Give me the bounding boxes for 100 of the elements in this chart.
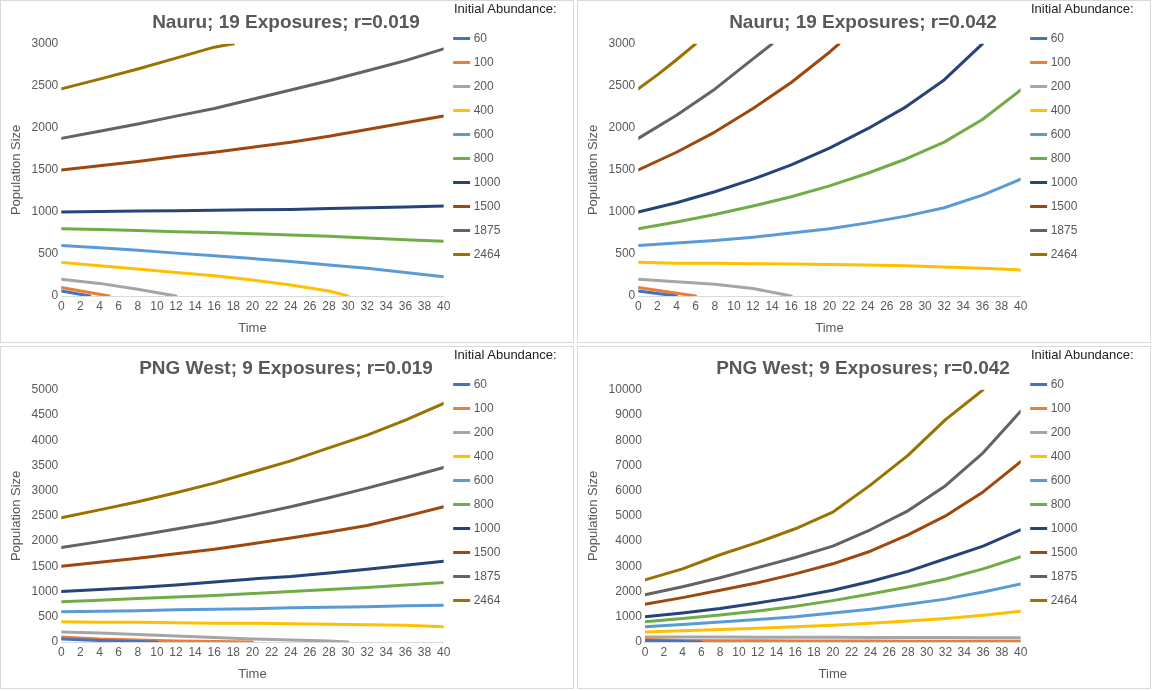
x-tick-label: 12 [169, 298, 183, 313]
legend-label: 1000 [1050, 174, 1078, 189]
y-tick-label: 2000 [615, 583, 643, 598]
y-tick-label: 1000 [608, 204, 636, 219]
y-tick-label: 3000 [31, 482, 59, 497]
x-tick-label: 40 [436, 644, 451, 659]
x-tick-label: 30 [920, 644, 934, 659]
legend-label: 1500 [1050, 544, 1078, 559]
chart-title: Nauru; 19 Exposures; r=0.019 [152, 10, 420, 32]
legend-label: 1500 [473, 544, 501, 559]
y-tick-label: 500 [615, 246, 636, 261]
legend-title: Initial Abundance: [454, 1, 557, 17]
legend-label: 400 [473, 448, 494, 463]
x-tick-label: 36 [975, 298, 990, 313]
x-tick-label: 34 [379, 298, 394, 313]
x-tick-label: 40 [436, 298, 451, 313]
legend-label: 600 [473, 472, 494, 487]
x-tick-label: 2 [77, 644, 85, 659]
x-tick-label: 16 [207, 644, 222, 659]
y-tick-label: 2500 [608, 78, 636, 93]
legend-label: 100 [473, 54, 494, 69]
x-tick-label: 6 [115, 298, 123, 313]
x-tick-label: 28 [322, 644, 336, 659]
x-tick-label: 14 [769, 644, 784, 659]
legend-label: 1000 [473, 520, 501, 535]
x-tick-label: 32 [937, 298, 952, 313]
legend-label: 1875 [473, 222, 501, 237]
legend-label: 600 [1050, 472, 1071, 487]
legend-label: 400 [473, 102, 494, 117]
x-tick-label: 28 [901, 644, 915, 659]
x-tick-label: 34 [379, 644, 394, 659]
y-tick-label: 2500 [31, 78, 59, 93]
x-tick-label: 14 [188, 298, 203, 313]
x-tick-label: 26 [880, 298, 894, 313]
x-tick-label: 36 [976, 644, 991, 659]
x-tick-label: 18 [226, 644, 241, 659]
y-tick-label: 0 [51, 288, 59, 303]
x-tick-label: 8 [134, 298, 142, 313]
x-tick-label: 32 [938, 644, 953, 659]
y-axis-title: Population Size [585, 470, 601, 562]
x-tick-label: 40 [1013, 644, 1028, 659]
x-tick-label: 8 [134, 644, 142, 659]
y-tick-label: 1500 [608, 162, 636, 177]
x-tick-label: 32 [360, 298, 375, 313]
x-axis-title: Time [238, 665, 267, 681]
legend-title: Initial Abundance: [1031, 1, 1134, 17]
y-tick-label: 2000 [31, 120, 59, 135]
y-tick-label: 0 [628, 288, 636, 303]
y-tick-label: 1000 [31, 204, 59, 219]
x-tick-label: 26 [303, 644, 317, 659]
y-axis-title: Population Size [585, 124, 601, 216]
legend-label: 200 [473, 424, 494, 439]
x-tick-label: 4 [96, 644, 104, 659]
y-tick-label: 3000 [31, 36, 59, 51]
x-tick-label: 26 [882, 644, 897, 659]
x-tick-label: 14 [765, 298, 780, 313]
x-tick-label: 18 [803, 298, 818, 313]
x-tick-label: 36 [398, 644, 413, 659]
x-tick-label: 40 [1013, 298, 1028, 313]
chart-title: Nauru; 19 Exposures; r=0.042 [729, 10, 997, 32]
y-tick-label: 10000 [608, 382, 643, 397]
x-tick-label: 4 [673, 298, 681, 313]
y-tick-label: 1000 [615, 609, 643, 624]
x-tick-label: 18 [807, 644, 822, 659]
y-tick-label: 2500 [31, 508, 59, 523]
x-tick-label: 6 [692, 298, 700, 313]
y-tick-label: 500 [38, 609, 59, 624]
legend-label: 800 [473, 150, 494, 165]
legend-label: 2464 [473, 246, 501, 261]
legend-title: Initial Abundance: [1031, 347, 1134, 363]
y-axis-title: Population Size [8, 124, 24, 216]
x-tick-label: 38 [994, 298, 1009, 313]
x-tick-label: 2 [660, 644, 668, 659]
y-tick-label: 9000 [615, 407, 643, 422]
legend-label: 1500 [1050, 198, 1078, 213]
y-tick-label: 5000 [615, 508, 643, 523]
y-tick-label: 8000 [615, 432, 643, 447]
legend-label: 60 [473, 30, 488, 45]
y-tick-label: 4000 [31, 432, 59, 447]
y-tick-label: 1000 [31, 583, 59, 598]
x-tick-label: 24 [284, 298, 298, 313]
x-tick-label: 22 [844, 644, 859, 659]
y-tick-label: 3000 [608, 36, 636, 51]
legend-label: 100 [473, 400, 494, 415]
legend-label: 800 [1050, 150, 1071, 165]
x-tick-label: 16 [207, 298, 222, 313]
x-tick-label: 30 [341, 644, 356, 659]
legend-label: 60 [473, 376, 488, 391]
x-tick-label: 20 [245, 644, 260, 659]
legend-label: 2464 [1050, 246, 1078, 261]
legend-label: 1500 [473, 198, 501, 213]
x-tick-label: 20 [826, 644, 840, 659]
y-tick-label: 6000 [615, 482, 643, 497]
x-tick-label: 20 [822, 298, 837, 313]
y-tick-label: 0 [635, 634, 643, 649]
x-tick-label: 12 [169, 644, 183, 659]
x-tick-label: 38 [995, 644, 1009, 659]
legend-label: 400 [1050, 448, 1071, 463]
legend-label: 400 [1050, 102, 1071, 117]
legend-label: 1000 [473, 174, 501, 189]
